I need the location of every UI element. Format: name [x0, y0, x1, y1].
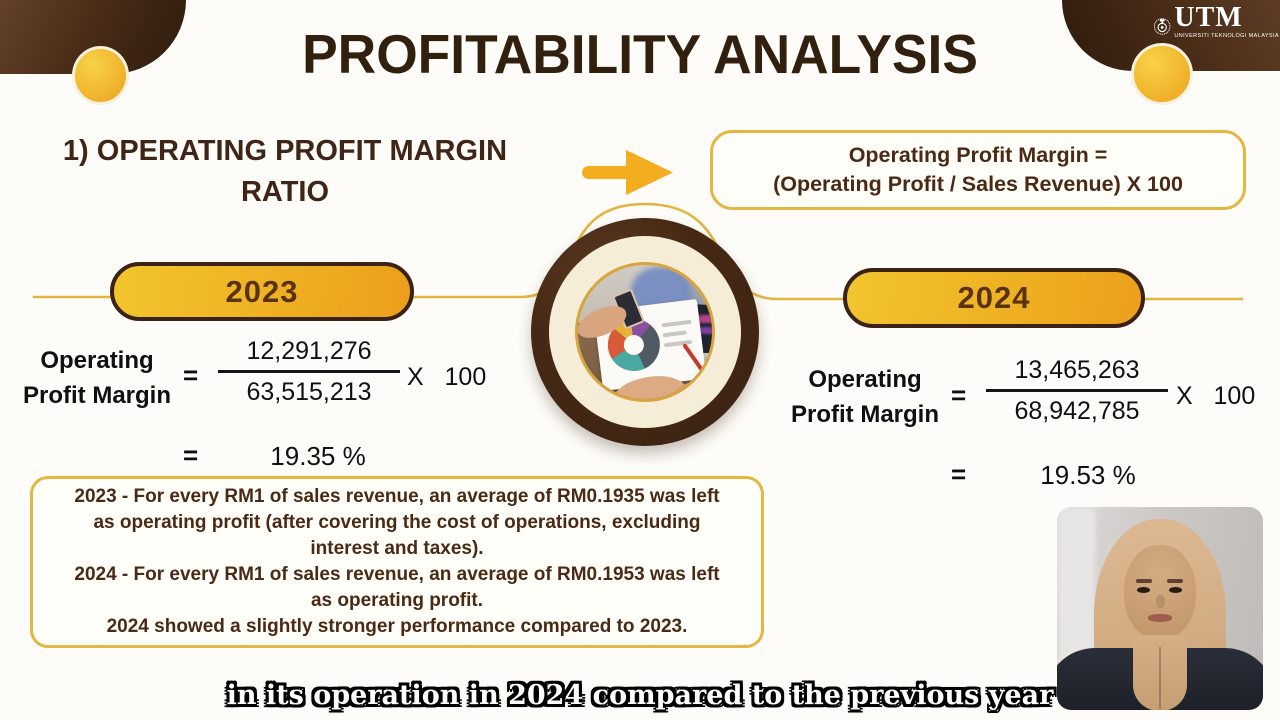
presenter-face [1124, 545, 1196, 639]
center-photo-ring [531, 218, 759, 446]
arrow-right-icon [582, 150, 673, 195]
section-heading-line2: RATIO [240, 176, 330, 208]
explanation-line: interest and taxes). [310, 538, 484, 559]
calc-2023-fraction: 12,291,276 63,515,213 [218, 337, 400, 407]
presenter-nose [1156, 595, 1165, 608]
calc-2024-denominator: 68,942,785 [1014, 397, 1140, 425]
calc-2023-result: 19.35 % [270, 441, 366, 471]
calc-2024-result-equals: = [951, 459, 967, 489]
presenter-hijab-drape [1133, 635, 1187, 710]
formula-box: Operating Profit Margin = (Operating Pro… [710, 130, 1246, 210]
section-heading: 1) OPERATING PROFIT MARGIN RATIO [16, 131, 554, 213]
gold-dot-top-left [72, 46, 129, 105]
year-badge-2023: 2023 [110, 262, 414, 321]
explanation-line: as operating profit (after covering the … [93, 512, 701, 533]
fraction-bar [986, 389, 1168, 392]
calc-2024-fraction: 13,465,263 68,942,785 [986, 356, 1168, 426]
caption-subtitle: in its operation in 2024 compared to the… [226, 680, 1054, 711]
calc-2023-denominator: 63,515,213 [246, 378, 372, 406]
utm-abbr: UTM [1174, 2, 1243, 33]
explanation-line: 2024 showed a slightly stronger performa… [106, 616, 688, 637]
explanation-line: 2024 - For every RM1 of sales revenue, a… [74, 564, 720, 585]
calc-2023-numerator: 12,291,276 [246, 337, 372, 365]
presenter-webcam [1057, 507, 1263, 710]
fraction-bar [218, 370, 400, 373]
presenter-eyebrow [1136, 579, 1152, 583]
calc-2023-multiplier: X 100 [407, 363, 487, 391]
calc-2024-result: 19.53 % [1040, 460, 1136, 490]
calc-2024-label-line1: Operating [808, 366, 922, 393]
presenter-hijab-crease [1159, 647, 1161, 709]
explanation-line: as operating profit. [310, 590, 484, 611]
page-title: PROFITABILITY ANALYSIS [302, 23, 978, 85]
formula-line1: Operating Profit Margin = [848, 143, 1108, 167]
presenter-eye [1169, 587, 1182, 593]
photo-paper-text [662, 330, 687, 338]
calc-2023-label-line1: Operating [40, 347, 154, 374]
photo-paper-text [661, 319, 692, 328]
section-heading-line1: 1) OPERATING PROFIT MARGIN [62, 135, 508, 167]
presenter-eyebrow [1167, 579, 1183, 583]
calc-2024-equals: = [951, 380, 967, 410]
utm-name: UNIVERSITI TEKNOLOGI MALAYSIA [1174, 33, 1279, 39]
explanation-line: 2023 - For every RM1 of sales revenue, a… [74, 486, 720, 507]
calc-2024-multiplier: X 100 [1176, 382, 1256, 410]
utm-emblem-icon [1153, 18, 1171, 35]
center-photo-inner-ring [549, 236, 741, 428]
calc-2024-numerator: 13,465,263 [1014, 356, 1140, 384]
gold-dot-top-right [1131, 43, 1193, 105]
calc-2023-result-equals: = [183, 440, 199, 470]
explanation-box: 2023 - For every RM1 of sales revenue, a… [30, 476, 764, 648]
calc-2023-label-line2: Profit Margin [23, 382, 171, 409]
formula-line2: (Operating Profit / Sales Revenue) X 100 [773, 172, 1183, 196]
presenter-eye [1137, 587, 1150, 593]
calc-2024-label: Operating Profit Margin [776, 362, 954, 432]
year-badge-2024: 2024 [843, 268, 1145, 328]
calc-2023-equals: = [183, 360, 199, 390]
presenter-lips [1148, 614, 1172, 622]
calc-2024-label-line2: Profit Margin [791, 401, 939, 428]
business-meeting-photo [575, 262, 715, 402]
calc-2023-label: Operating Profit Margin [8, 343, 186, 413]
utm-logo: UTM UNIVERSITI TEKNOLOGI MALAYSIA [1153, 3, 1279, 49]
